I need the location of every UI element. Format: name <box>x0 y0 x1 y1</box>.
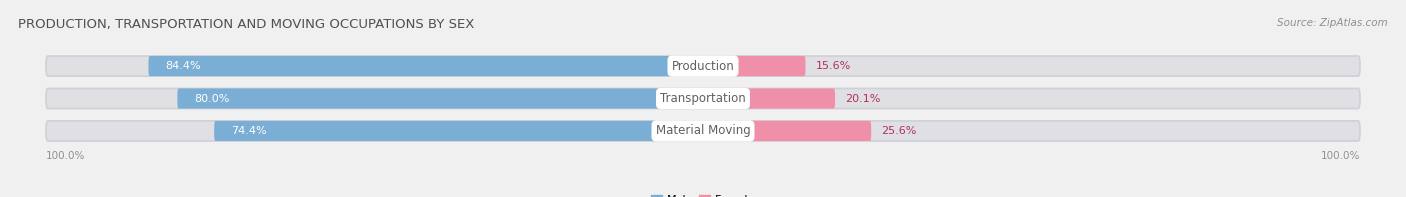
Text: 100.0%: 100.0% <box>46 151 86 161</box>
Text: 20.1%: 20.1% <box>845 94 880 103</box>
FancyBboxPatch shape <box>149 56 703 76</box>
Text: Production: Production <box>672 59 734 72</box>
Text: 84.4%: 84.4% <box>165 61 201 71</box>
FancyBboxPatch shape <box>46 121 1360 141</box>
FancyBboxPatch shape <box>703 88 835 109</box>
Text: 25.6%: 25.6% <box>882 126 917 136</box>
Text: Material Moving: Material Moving <box>655 125 751 138</box>
Text: 80.0%: 80.0% <box>194 94 229 103</box>
Text: 15.6%: 15.6% <box>815 61 851 71</box>
Text: 74.4%: 74.4% <box>231 126 266 136</box>
FancyBboxPatch shape <box>703 121 872 141</box>
Text: 100.0%: 100.0% <box>1320 151 1360 161</box>
FancyBboxPatch shape <box>46 88 1360 109</box>
Text: Source: ZipAtlas.com: Source: ZipAtlas.com <box>1277 18 1388 28</box>
FancyBboxPatch shape <box>177 88 703 109</box>
FancyBboxPatch shape <box>214 121 703 141</box>
Legend: Male, Female: Male, Female <box>651 195 755 197</box>
Text: PRODUCTION, TRANSPORTATION AND MOVING OCCUPATIONS BY SEX: PRODUCTION, TRANSPORTATION AND MOVING OC… <box>18 18 475 31</box>
Text: Transportation: Transportation <box>661 92 745 105</box>
FancyBboxPatch shape <box>46 56 1360 76</box>
FancyBboxPatch shape <box>703 56 806 76</box>
